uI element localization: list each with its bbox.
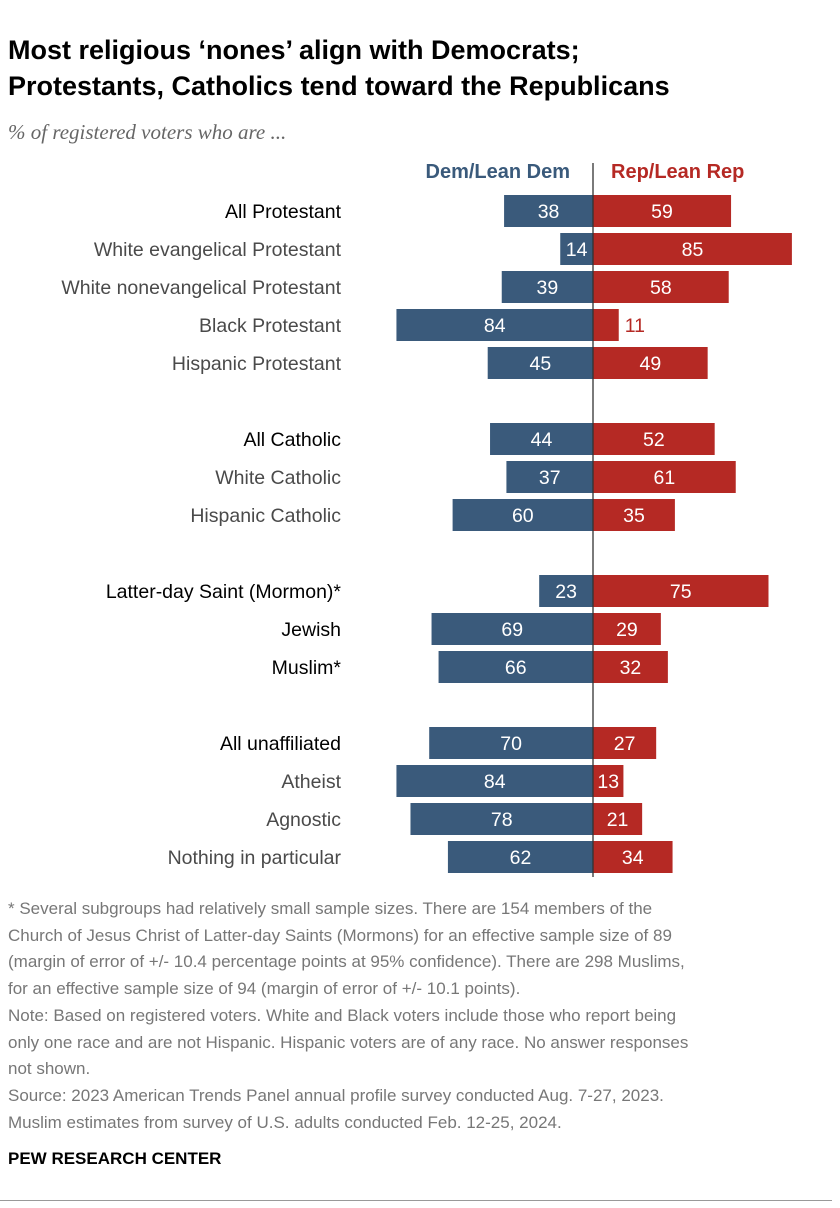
data-label-dem: 60 — [512, 505, 534, 527]
bar-dem — [501, 271, 593, 303]
title-line-1: Most religious ‘nones’ align with Democr… — [8, 35, 580, 65]
data-label-rep: 29 — [616, 619, 638, 641]
note-line: Note: Based on registered voters. White … — [8, 1005, 677, 1025]
chart-title: Most religious ‘nones’ align with Democr… — [8, 32, 670, 104]
data-label-rep: 35 — [623, 505, 645, 527]
legend-rep: Rep/Lean Rep — [611, 161, 745, 183]
bar-rep — [593, 423, 715, 455]
category-label: Latter-day Saint (Mormon)* — [106, 581, 342, 603]
bar-rep — [593, 727, 657, 759]
data-label-dem: 14 — [566, 239, 588, 261]
bar-rep — [593, 461, 736, 493]
bar-rep — [593, 841, 673, 873]
bar-dem — [504, 195, 593, 227]
category-label: Agnostic — [266, 809, 341, 831]
data-label-rep: 61 — [654, 467, 676, 489]
data-label-rep: 75 — [670, 581, 692, 603]
data-label-rep: 49 — [639, 353, 661, 375]
data-label-dem: 23 — [555, 581, 577, 603]
bar-dem — [396, 765, 593, 797]
note-line: only one race and are not Hispanic. Hisp… — [8, 1032, 689, 1052]
data-label-rep: 32 — [620, 657, 642, 679]
note-line: (margin of error of +/- 10.4 percentage … — [8, 952, 685, 972]
category-label: Black Protestant — [199, 315, 342, 337]
bar-rep — [593, 271, 729, 303]
data-label-dem: 44 — [531, 429, 553, 451]
bar-dem — [506, 461, 593, 493]
bar-dem — [447, 841, 593, 873]
category-label: Hispanic Protestant — [172, 353, 342, 375]
data-label-rep: 11 — [625, 315, 645, 337]
bottom-divider — [0, 1200, 832, 1201]
data-label-rep: 85 — [682, 239, 704, 261]
data-label-dem: 39 — [537, 277, 559, 299]
bar-rep — [593, 309, 619, 341]
category-label: White evangelical Protestant — [94, 239, 342, 261]
bar-dem — [452, 499, 593, 531]
bar-dem — [490, 423, 593, 455]
pew-logo-text: PEW RESEARCH CENTER — [8, 1149, 222, 1168]
bar-rep — [593, 195, 732, 227]
category-label: Atheist — [281, 771, 341, 793]
chart-subtitle: % of registered voters who are ... — [8, 120, 287, 144]
title-line-2: Protestants, Catholics tend toward the R… — [8, 71, 670, 101]
note-line: not shown. — [8, 1059, 91, 1079]
bar-rep — [593, 233, 792, 265]
bar-dem — [410, 803, 593, 835]
category-label: All Catholic — [243, 429, 341, 451]
note-line: for an effective sample size of 94 (marg… — [8, 979, 521, 999]
legend-dem: Dem/Lean Dem — [425, 161, 571, 183]
bar-rep — [593, 499, 675, 531]
bar-dem — [431, 613, 593, 645]
data-label-rep: 13 — [597, 771, 619, 793]
data-label-dem: 45 — [529, 353, 551, 375]
data-label-rep: 34 — [622, 847, 644, 869]
diverging-bar-chart: All Protestant 38 59 White evangelical Prot… — [61, 163, 792, 877]
note-line: * Several subgroups had relatively small… — [8, 899, 653, 918]
data-label-dem: 66 — [505, 657, 527, 679]
category-label: All unaffiliated — [220, 733, 341, 755]
bar-rep — [593, 575, 769, 607]
data-label-dem: 78 — [491, 809, 513, 831]
data-label-dem: 38 — [538, 201, 560, 223]
data-label-dem: 84 — [484, 315, 506, 337]
bar-dem — [539, 575, 593, 607]
bar-rep — [593, 803, 643, 835]
category-label: All Protestant — [225, 201, 342, 223]
data-label-dem: 69 — [501, 619, 523, 641]
bar-rep — [593, 613, 661, 645]
data-label-rep: 52 — [643, 429, 665, 451]
footnotes: * Several subgroups had relatively small… — [8, 896, 688, 1136]
bar-dem — [438, 651, 593, 683]
bar-rep — [593, 651, 668, 683]
category-label: Hispanic Catholic — [190, 505, 341, 527]
bar-rep — [593, 765, 624, 797]
category-label: Jewish — [281, 619, 341, 641]
bar-dem — [396, 309, 593, 341]
note-line: Muslim estimates from survey of U.S. adu… — [8, 1112, 562, 1132]
bar-dem — [429, 727, 593, 759]
note-line: Source: 2023 American Trends Panel annua… — [8, 1085, 664, 1105]
category-label: White Catholic — [215, 467, 341, 489]
bar-dem — [560, 233, 593, 265]
data-label-dem: 70 — [500, 733, 522, 755]
category-label: Nothing in particular — [168, 847, 342, 869]
data-label-dem: 84 — [484, 771, 506, 793]
data-label-rep: 21 — [607, 809, 629, 831]
data-label-dem: 37 — [539, 467, 561, 489]
bar-dem — [487, 347, 593, 379]
data-label-rep: 58 — [650, 277, 672, 299]
data-label-dem: 62 — [510, 847, 532, 869]
category-label: White nonevangelical Protestant — [61, 277, 341, 299]
data-label-rep: 27 — [614, 733, 636, 755]
bar-rep — [593, 347, 708, 379]
data-label-rep: 59 — [651, 201, 673, 223]
category-label: Muslim* — [272, 657, 342, 679]
note-line: Church of Jesus Christ of Latter-day Sai… — [8, 925, 672, 945]
